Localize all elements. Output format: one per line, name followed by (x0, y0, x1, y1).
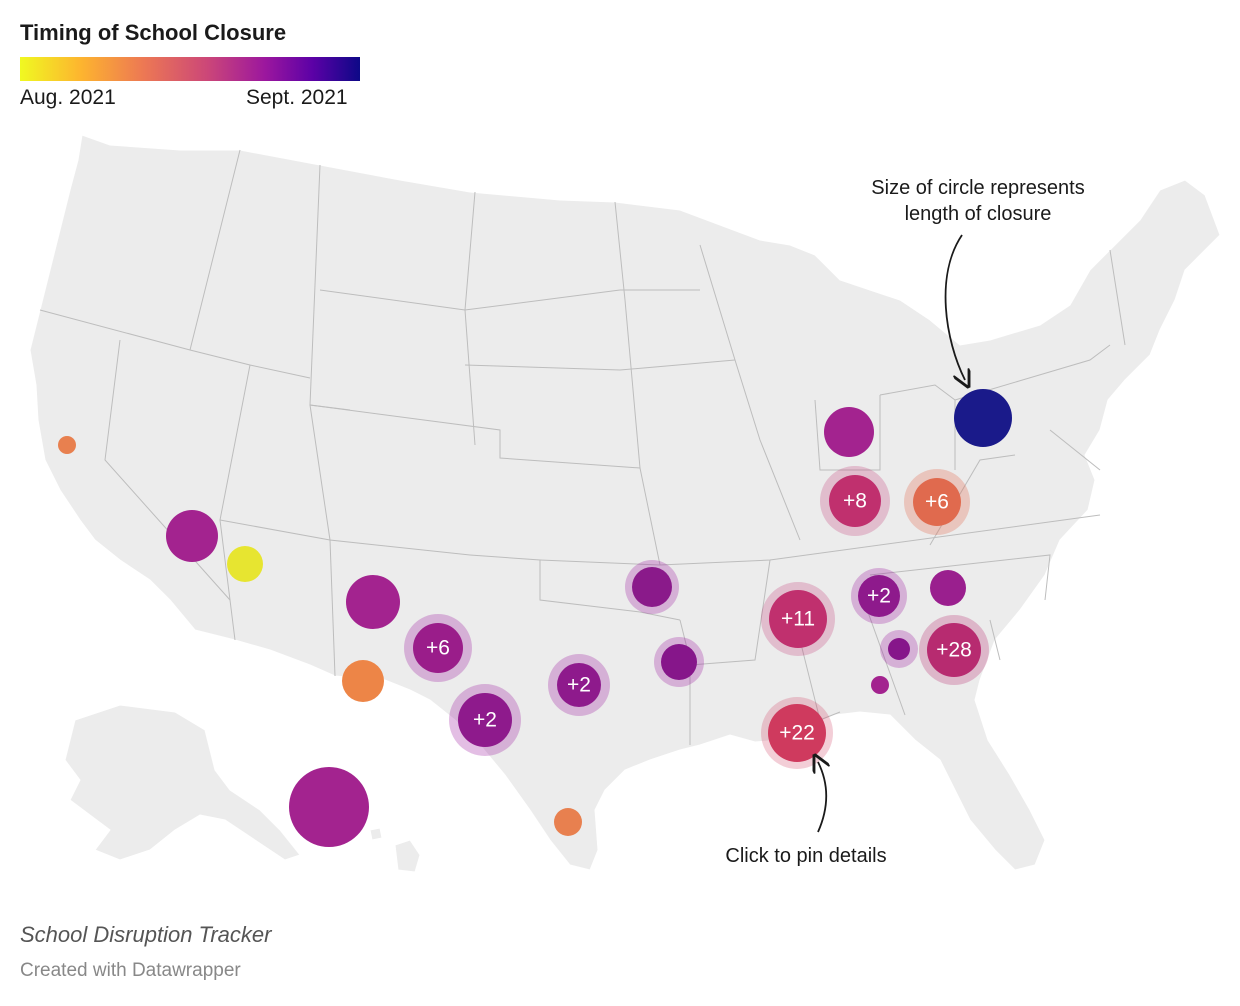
legend-title: Timing of School Closure (20, 20, 287, 45)
legend-color-scale (20, 57, 360, 81)
pin-annotation-text: Click to pin details (725, 845, 886, 867)
closure-circle[interactable] (871, 676, 889, 694)
alaska-land (64, 704, 301, 861)
cluster-circle[interactable] (632, 567, 672, 607)
cluster-circle[interactable] (858, 575, 900, 617)
cluster-circle[interactable] (557, 663, 601, 707)
cluster-circle[interactable] (413, 623, 463, 673)
closure-circle[interactable] (824, 407, 874, 457)
closure-circle[interactable] (346, 575, 400, 629)
closure-circle[interactable] (554, 808, 582, 836)
cluster-circle[interactable] (888, 638, 910, 660)
cluster-count-label: +2 (473, 709, 497, 732)
closure-circle[interactable] (342, 660, 384, 702)
closure-circle[interactable] (58, 436, 76, 454)
cluster-circle[interactable] (768, 704, 826, 762)
cluster-circle[interactable] (661, 644, 697, 680)
pin-annotation-arrow (818, 762, 826, 833)
cluster-circle[interactable] (829, 475, 881, 527)
clustered-circles: +8 +6 +2 +11 +28 +22 +6 +2 +2 (404, 466, 989, 769)
size-annotation-arrow (944, 234, 965, 380)
closure-circle[interactable] (954, 389, 1012, 447)
cluster-circle[interactable] (913, 478, 961, 526)
footer-source: School Disruption Tracker (20, 922, 272, 947)
cluster-circle[interactable] (458, 693, 512, 747)
size-annotation-line2: length of closure (905, 203, 1052, 225)
cluster-count-label: +6 (925, 491, 949, 514)
closure-circle[interactable] (227, 546, 263, 582)
closure-circle[interactable] (930, 570, 966, 606)
contiguous-us-land (29, 134, 1221, 871)
cluster-count-label: +2 (867, 585, 891, 608)
size-annotation-line1: Size of circle represents (871, 177, 1084, 199)
legend-high-label: Sept. 2021 (246, 86, 348, 109)
cluster-circle[interactable] (769, 590, 827, 648)
cluster-count-label: +2 (567, 674, 591, 697)
legend-low-label: Aug. 2021 (20, 86, 116, 109)
closure-circles (58, 389, 1012, 847)
pin-annotation: Click to pin details (725, 762, 887, 867)
cluster-count-label: +8 (843, 490, 867, 513)
hawaii-land (394, 839, 421, 873)
hawaii-island-small (369, 827, 383, 841)
closure-circle[interactable] (166, 510, 218, 562)
footer-credit[interactable]: Created with Datawrapper (20, 960, 241, 981)
cluster-count-label: +28 (936, 639, 972, 662)
cluster-count-label: +6 (426, 637, 450, 660)
closure-circle[interactable] (289, 767, 369, 847)
cluster-count-label: +22 (779, 722, 815, 745)
size-annotation: Size of circle represents length of clos… (871, 177, 1085, 380)
cluster-circle[interactable] (927, 623, 981, 677)
cluster-count-label: +11 (781, 608, 815, 631)
